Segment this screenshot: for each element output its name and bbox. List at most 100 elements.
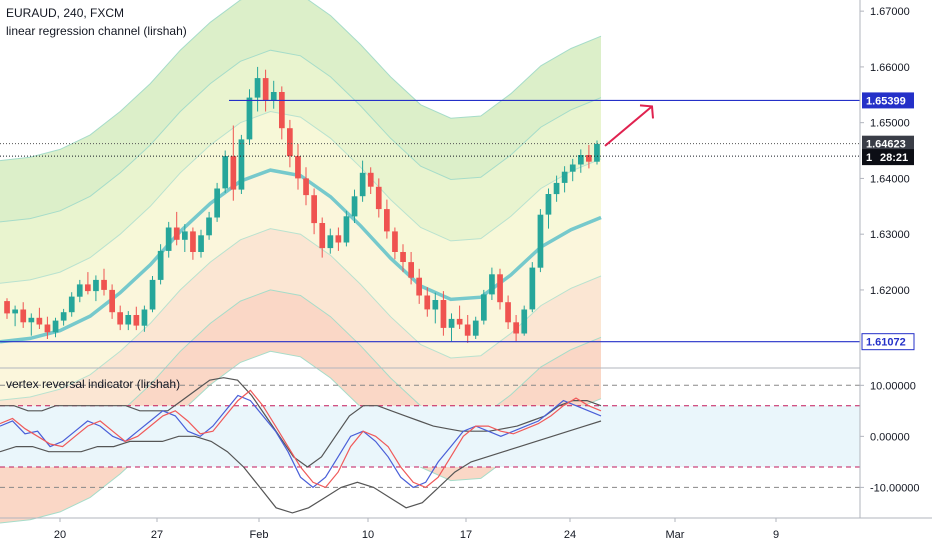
candle-body — [238, 139, 245, 190]
candle-body — [400, 252, 406, 262]
price-tag-current-box — [862, 149, 876, 166]
price-tag-resistance: 1.65399 — [866, 95, 906, 107]
candle-body — [101, 279, 107, 290]
candle-body — [93, 279, 99, 292]
oscillator-blue-line — [0, 394, 602, 489]
oscillator-tick-label: -10.00000 — [870, 482, 920, 494]
time-axis: 20 27 Feb 10 17 24 Mar 9 — [0, 517, 932, 541]
price-tag-countdown-box — [876, 149, 914, 166]
candle-body — [416, 277, 422, 296]
candle-body — [432, 300, 439, 310]
candle-body — [190, 231, 196, 252]
candle-body — [214, 188, 220, 218]
candle-body — [303, 178, 309, 196]
candle-body — [448, 318, 455, 328]
candle-body — [424, 295, 431, 310]
channel-inner-line-2 — [0, 228, 602, 401]
candle-body — [537, 214, 544, 268]
candle-body — [384, 209, 390, 232]
time-tick-label: 20 — [54, 529, 66, 541]
symbol-title: EURAUD, 240, FXCM — [6, 6, 125, 20]
channel-fill-upper-3 — [0, 111, 601, 342]
candle-body — [76, 284, 83, 297]
oscillator-tick-label: 0.00000 — [870, 431, 910, 443]
candle-body — [311, 195, 317, 224]
candle-body — [222, 156, 229, 189]
candle-body — [351, 196, 358, 217]
candle-body — [489, 274, 495, 295]
candle-body — [287, 128, 293, 157]
oscillator-red-line — [0, 389, 602, 489]
candle-body — [529, 267, 536, 310]
arrow-shaft — [604, 105, 653, 147]
candle-body — [125, 315, 132, 325]
candlestick-series — [4, 66, 600, 343]
time-tick-label: 10 — [362, 529, 374, 541]
candle-body — [295, 156, 301, 179]
candle-body — [343, 216, 350, 243]
candle-body — [206, 217, 212, 236]
candle-body — [28, 317, 35, 323]
candle-body — [497, 274, 503, 303]
price-tick-label: 1.65000 — [870, 118, 910, 130]
candle-body — [545, 194, 552, 215]
candle-body — [375, 186, 382, 210]
candle-body — [505, 302, 511, 323]
candle-body — [586, 155, 592, 162]
candle-body — [157, 250, 164, 280]
candle-body — [117, 312, 123, 325]
oscillator-pane — [0, 367, 860, 514]
time-tick-label: Feb — [250, 529, 269, 541]
candle-body — [52, 320, 59, 333]
price-tick-label: 1.63000 — [870, 229, 910, 241]
candle-body — [481, 294, 487, 321]
candle-body — [68, 296, 75, 313]
time-tick-label: 17 — [460, 529, 472, 541]
indicator-title-regression: linear regression channel (lirshah) — [6, 24, 187, 38]
candle-body — [246, 97, 253, 140]
channel-fill-upper-2 — [0, 50, 601, 284]
oscillator-lower-envelope — [0, 420, 602, 514]
candle-body — [440, 300, 447, 328]
candle-body — [230, 156, 237, 190]
candle-body — [367, 172, 374, 187]
candle-body — [327, 235, 334, 249]
candle-body — [335, 235, 342, 243]
price-tag-countdown: 28:21 — [880, 152, 908, 164]
price-tag-current: 1 — [866, 152, 872, 164]
channel-inner-line-1 — [0, 110, 602, 284]
price-tick-label: 1.64000 — [870, 173, 910, 185]
channel-fill-lower-1 — [0, 170, 601, 401]
candle-body — [513, 322, 519, 334]
candle-body — [60, 312, 67, 321]
candle-body — [182, 231, 188, 240]
candle-body — [561, 171, 568, 183]
indicator-title-vertex: vertex reversal indicator (lirshah) — [6, 377, 181, 391]
price-tag-last-box — [862, 135, 914, 152]
candle-body — [173, 227, 180, 240]
candle-body — [569, 164, 576, 172]
channel-band-line-1 — [0, 0, 602, 162]
time-tick-label: 9 — [773, 529, 779, 541]
price-tag-support: 1.61072 — [866, 337, 906, 349]
price-axes: 1.67000 1.66000 1.65000 1.64000 1.63000 1.620… — [859, 0, 920, 518]
time-tick-label: Mar — [666, 529, 685, 541]
price-tag-support-box — [861, 333, 915, 351]
candle-body — [464, 324, 471, 336]
time-tick-label: 27 — [151, 529, 163, 541]
price-tick-label: 1.62000 — [870, 285, 910, 297]
candle-body — [12, 309, 18, 314]
time-tick-label: 24 — [564, 529, 576, 541]
candle-body — [578, 155, 584, 165]
oscillator-upper-envelope — [0, 377, 602, 468]
arrow-head — [639, 104, 654, 119]
candle-body — [456, 318, 463, 325]
price-tag-last: 1.64623 — [866, 139, 906, 151]
oscillator-tick-label: 10.00000 — [870, 380, 916, 392]
candle-body — [141, 309, 148, 326]
candle-body — [262, 78, 269, 101]
candle-body — [319, 223, 326, 249]
candle-body — [36, 317, 43, 325]
